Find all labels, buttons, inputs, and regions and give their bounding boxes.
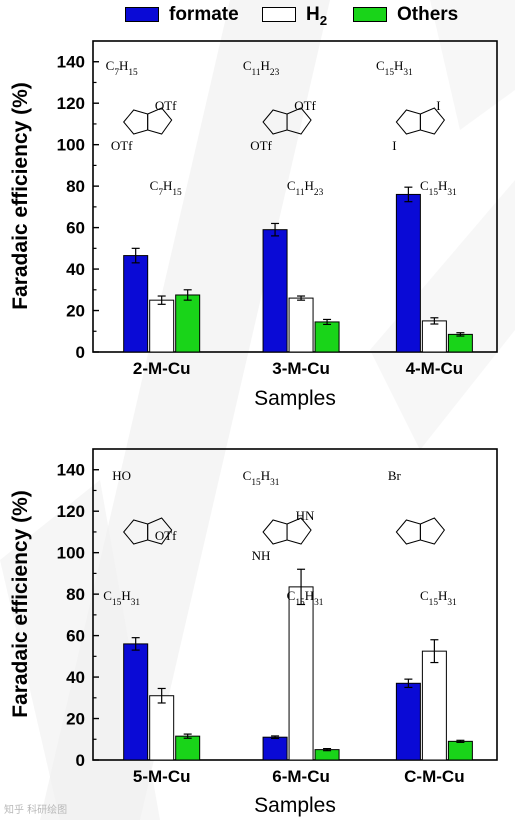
legend-swatch-formate (125, 7, 159, 22)
y-axis-label: Faradaic efficiency (%) (9, 82, 32, 310)
x-tick-label: 4-M-Cu (406, 359, 464, 378)
bar-others (175, 294, 201, 353)
molecule-structure-annotation: C11H23 OTf OTf C11H23 (243, 58, 324, 198)
structure-ring (123, 109, 149, 135)
structure-ring (262, 109, 288, 135)
structure-ring (147, 107, 173, 135)
structure-ring (395, 109, 421, 135)
legend-label-formate: formate (169, 4, 239, 25)
structure-ring (419, 107, 446, 135)
legend-label-h2-text: H2 (306, 4, 328, 28)
bar-formate (395, 193, 421, 353)
structure-label: C15H31 (103, 588, 140, 608)
y-tick-label: 0 (76, 751, 85, 770)
structure-label: OTf (155, 98, 177, 113)
bar-formate (262, 736, 288, 761)
y-tick-label: 80 (66, 585, 85, 604)
structure-ring (395, 519, 421, 545)
structure-label: Br (388, 468, 402, 483)
x-axis-label: Samples (254, 794, 336, 817)
structure-label: HO (112, 468, 131, 483)
structure-ring (286, 517, 312, 545)
y-tick-label: 60 (66, 219, 85, 238)
x-tick-label: C-M-Cu (404, 767, 464, 786)
legend-label-h2: H2 (306, 4, 327, 28)
structure-label: C7H15 (106, 58, 138, 78)
y-tick-label: 120 (57, 502, 85, 521)
bar-others (447, 740, 473, 761)
molecule-structure-annotation: HO OTf C15H31 (103, 468, 177, 608)
x-tick-label: 2-M-Cu (133, 359, 191, 378)
structure-label: C11H23 (243, 58, 280, 78)
chart-legend: formate H2 Others (0, 2, 515, 30)
structure-ring (262, 519, 288, 545)
y-axis-label: Faradaic efficiency (%) (9, 490, 32, 718)
x-tick-label: 5-M-Cu (133, 767, 191, 786)
legend-label-others: Others (397, 4, 459, 25)
structure-label: C15H31 (420, 588, 457, 608)
bar-formate (395, 682, 421, 761)
structure-label: C11H23 (287, 178, 324, 198)
structure-label: C15H31 (376, 58, 413, 78)
structure-ring (419, 517, 446, 545)
y-tick-label: 20 (66, 302, 85, 321)
bar-formate (262, 229, 288, 353)
structure-label: HN (296, 508, 315, 523)
chart-panel-1: 0 20 40 60 80 100 120 140 Faradaic efficiency (%… (9, 40, 498, 410)
chart-panel-2: 0 20 40 60 80 100 120 140 Faradaic efficiency (%… (9, 448, 498, 817)
y-tick-label: 40 (66, 260, 85, 279)
molecule-structure-annotation: Br C15H31 (388, 468, 457, 608)
y-tick-label: 120 (57, 94, 85, 113)
y-tick-label: 80 (66, 177, 85, 196)
y-tick-label: 100 (57, 136, 85, 155)
structure-ring (286, 107, 312, 135)
molecule-structure-annotation: C7H15 OTf OTf C7H15 (106, 58, 182, 198)
bar-formate (123, 255, 149, 353)
bar-formate (123, 643, 149, 761)
structure-label: OTf (250, 138, 272, 153)
structure-ring (147, 517, 173, 545)
y-tick-label: 140 (57, 461, 85, 480)
corner-watermark-text: 知乎 科研绘图 (4, 805, 68, 816)
bar-others (175, 735, 201, 761)
y-tick-label: 0 (76, 343, 85, 362)
structure-label: C15H31 (420, 178, 457, 198)
bar-h2 (288, 586, 314, 761)
y-tick-label: 20 (66, 710, 85, 729)
x-axis-label: Samples (254, 387, 336, 410)
structure-label: I (436, 98, 440, 113)
bar-others (447, 333, 473, 353)
structure-label: C7H15 (150, 178, 182, 198)
legend-swatch-others (353, 7, 387, 22)
y-tick-label: 40 (66, 668, 85, 687)
y-tick-label: 140 (57, 53, 85, 72)
structure-label: C15H31 (243, 468, 280, 488)
y-tick-label: 60 (66, 627, 85, 646)
structure-label: OTf (155, 528, 177, 543)
structure-label: OTf (111, 138, 133, 153)
x-tick-label: 3-M-Cu (272, 359, 330, 378)
y-tick-label: 100 (57, 544, 85, 563)
bar-h2 (421, 320, 447, 353)
bar-h2 (149, 695, 175, 761)
structure-label: I (392, 138, 396, 153)
x-tick-label: 6-M-Cu (272, 767, 330, 786)
structure-label: NH (252, 548, 271, 563)
molecule-structure-annotation: C15H31 I I C15H31 (376, 58, 457, 198)
bar-h2 (149, 299, 175, 353)
structure-ring (123, 519, 149, 545)
structure-label: OTf (294, 98, 316, 113)
bar-h2 (288, 297, 314, 353)
bar-h2 (421, 650, 447, 761)
bar-others (314, 321, 340, 353)
legend-swatch-h2 (262, 7, 296, 22)
